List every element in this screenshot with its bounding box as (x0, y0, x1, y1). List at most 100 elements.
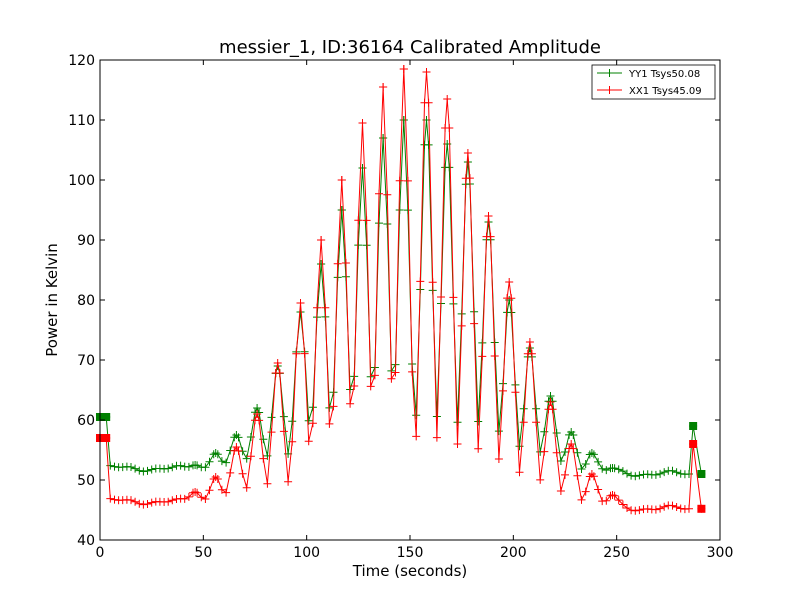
endpoint-marker (102, 434, 111, 442)
data-point-marker (184, 462, 193, 471)
data-point-marker (106, 494, 115, 503)
data-point-marker (337, 176, 346, 184)
data-point-marker (242, 483, 251, 492)
data-point-marker (490, 352, 499, 360)
legend: YY1 Tsys50.08 XX1 Tsys45.09 (591, 64, 716, 100)
data-point-marker (676, 469, 685, 478)
x-axis-label: Time (seconds) (352, 562, 468, 580)
data-point-marker (180, 494, 189, 503)
data-point-marker (660, 468, 669, 477)
data-point-marker (288, 417, 297, 426)
data-point-marker (375, 189, 383, 198)
data-point-marker (484, 212, 493, 220)
data-point-marker (437, 293, 445, 301)
legend-label-series-1: XX1 Tsys45.09 (629, 86, 702, 97)
data-point-marker (540, 427, 549, 436)
data-point-marker (608, 491, 617, 499)
data-point-marker (222, 488, 231, 497)
data-point-marker (631, 472, 640, 481)
data-point-marker (494, 427, 503, 436)
data-point-marker (660, 502, 669, 511)
data-point-marker (635, 506, 644, 515)
data-point-marker (577, 465, 586, 473)
data-point-marker (304, 416, 313, 425)
data-point-marker (569, 444, 578, 453)
data-point-marker (238, 469, 247, 478)
x-tick-label: 250 (603, 545, 630, 561)
data-point-marker (255, 416, 264, 425)
data-point-marker (191, 488, 200, 496)
data-point-marker (234, 433, 243, 442)
data-point-marker (259, 454, 268, 463)
data-point-marker (610, 464, 619, 473)
data-point-marker (546, 398, 555, 406)
data-point-marker (532, 418, 541, 427)
data-point-marker (478, 352, 487, 361)
data-point-marker (445, 124, 454, 132)
data-point-marker (465, 174, 474, 183)
data-point-marker (226, 468, 235, 477)
data-point-marker (573, 448, 582, 457)
series-1 (96, 65, 706, 515)
endpoint-marker (697, 504, 706, 513)
data-point-marker (548, 397, 557, 406)
data-point-marker (362, 241, 371, 250)
data-point-marker (358, 164, 367, 172)
data-point-marker (292, 349, 301, 358)
data-point-marker (589, 450, 598, 459)
data-point-marker (168, 496, 177, 505)
data-point-marker (110, 495, 119, 504)
data-point-marker (354, 216, 363, 225)
data-point-marker (205, 486, 214, 495)
data-point-marker (556, 457, 565, 465)
data-point-marker (614, 496, 623, 505)
data-point-marker (387, 374, 396, 383)
y-tick-label: 80 (77, 293, 95, 309)
data-point-marker (201, 463, 210, 472)
data-point-marker (676, 504, 685, 513)
data-point-marker (540, 447, 549, 456)
data-point-marker (313, 303, 321, 312)
data-point-marker (561, 470, 569, 479)
data-point-marker (213, 450, 222, 459)
data-point-marker (651, 470, 660, 479)
data-point-marker (341, 259, 350, 267)
data-point-marker (408, 367, 417, 376)
data-point-marker (507, 308, 516, 317)
data-point-marker (139, 467, 148, 476)
data-point-marker (304, 437, 313, 446)
series-0 (96, 116, 706, 481)
data-point-marker (416, 277, 425, 286)
data-point-marker (668, 466, 677, 475)
data-point-marker (242, 454, 251, 463)
data-point-marker (346, 399, 355, 408)
data-point-marker (275, 369, 284, 377)
data-point-marker (391, 368, 400, 377)
y-tick-label: 40 (77, 533, 95, 549)
data-point-marker (594, 485, 603, 494)
data-point-marker (672, 468, 681, 477)
legend-box (591, 64, 716, 100)
data-point-marker (403, 176, 412, 185)
data-point-marker (350, 382, 359, 390)
data-point-marker (422, 68, 431, 76)
data-point-marker (143, 466, 152, 475)
data-point-marker (308, 419, 317, 428)
data-point-marker (263, 479, 272, 488)
data-point-marker (474, 417, 483, 426)
data-point-marker (329, 402, 338, 411)
legend-label-series-0: YY1 Tsys50.08 (628, 69, 700, 80)
data-point-marker (176, 461, 185, 470)
x-tick-label: 300 (707, 545, 734, 561)
data-point-marker (197, 493, 206, 502)
data-point-marker (383, 190, 392, 199)
data-point-marker (453, 418, 462, 427)
data-point-marker (234, 446, 243, 455)
data-point-marker (618, 500, 627, 509)
data-point-marker (296, 308, 305, 316)
data-point-marker (135, 499, 144, 508)
data-point-marker (383, 220, 392, 228)
data-point-marker (577, 495, 586, 504)
data-point-marker (366, 382, 375, 391)
